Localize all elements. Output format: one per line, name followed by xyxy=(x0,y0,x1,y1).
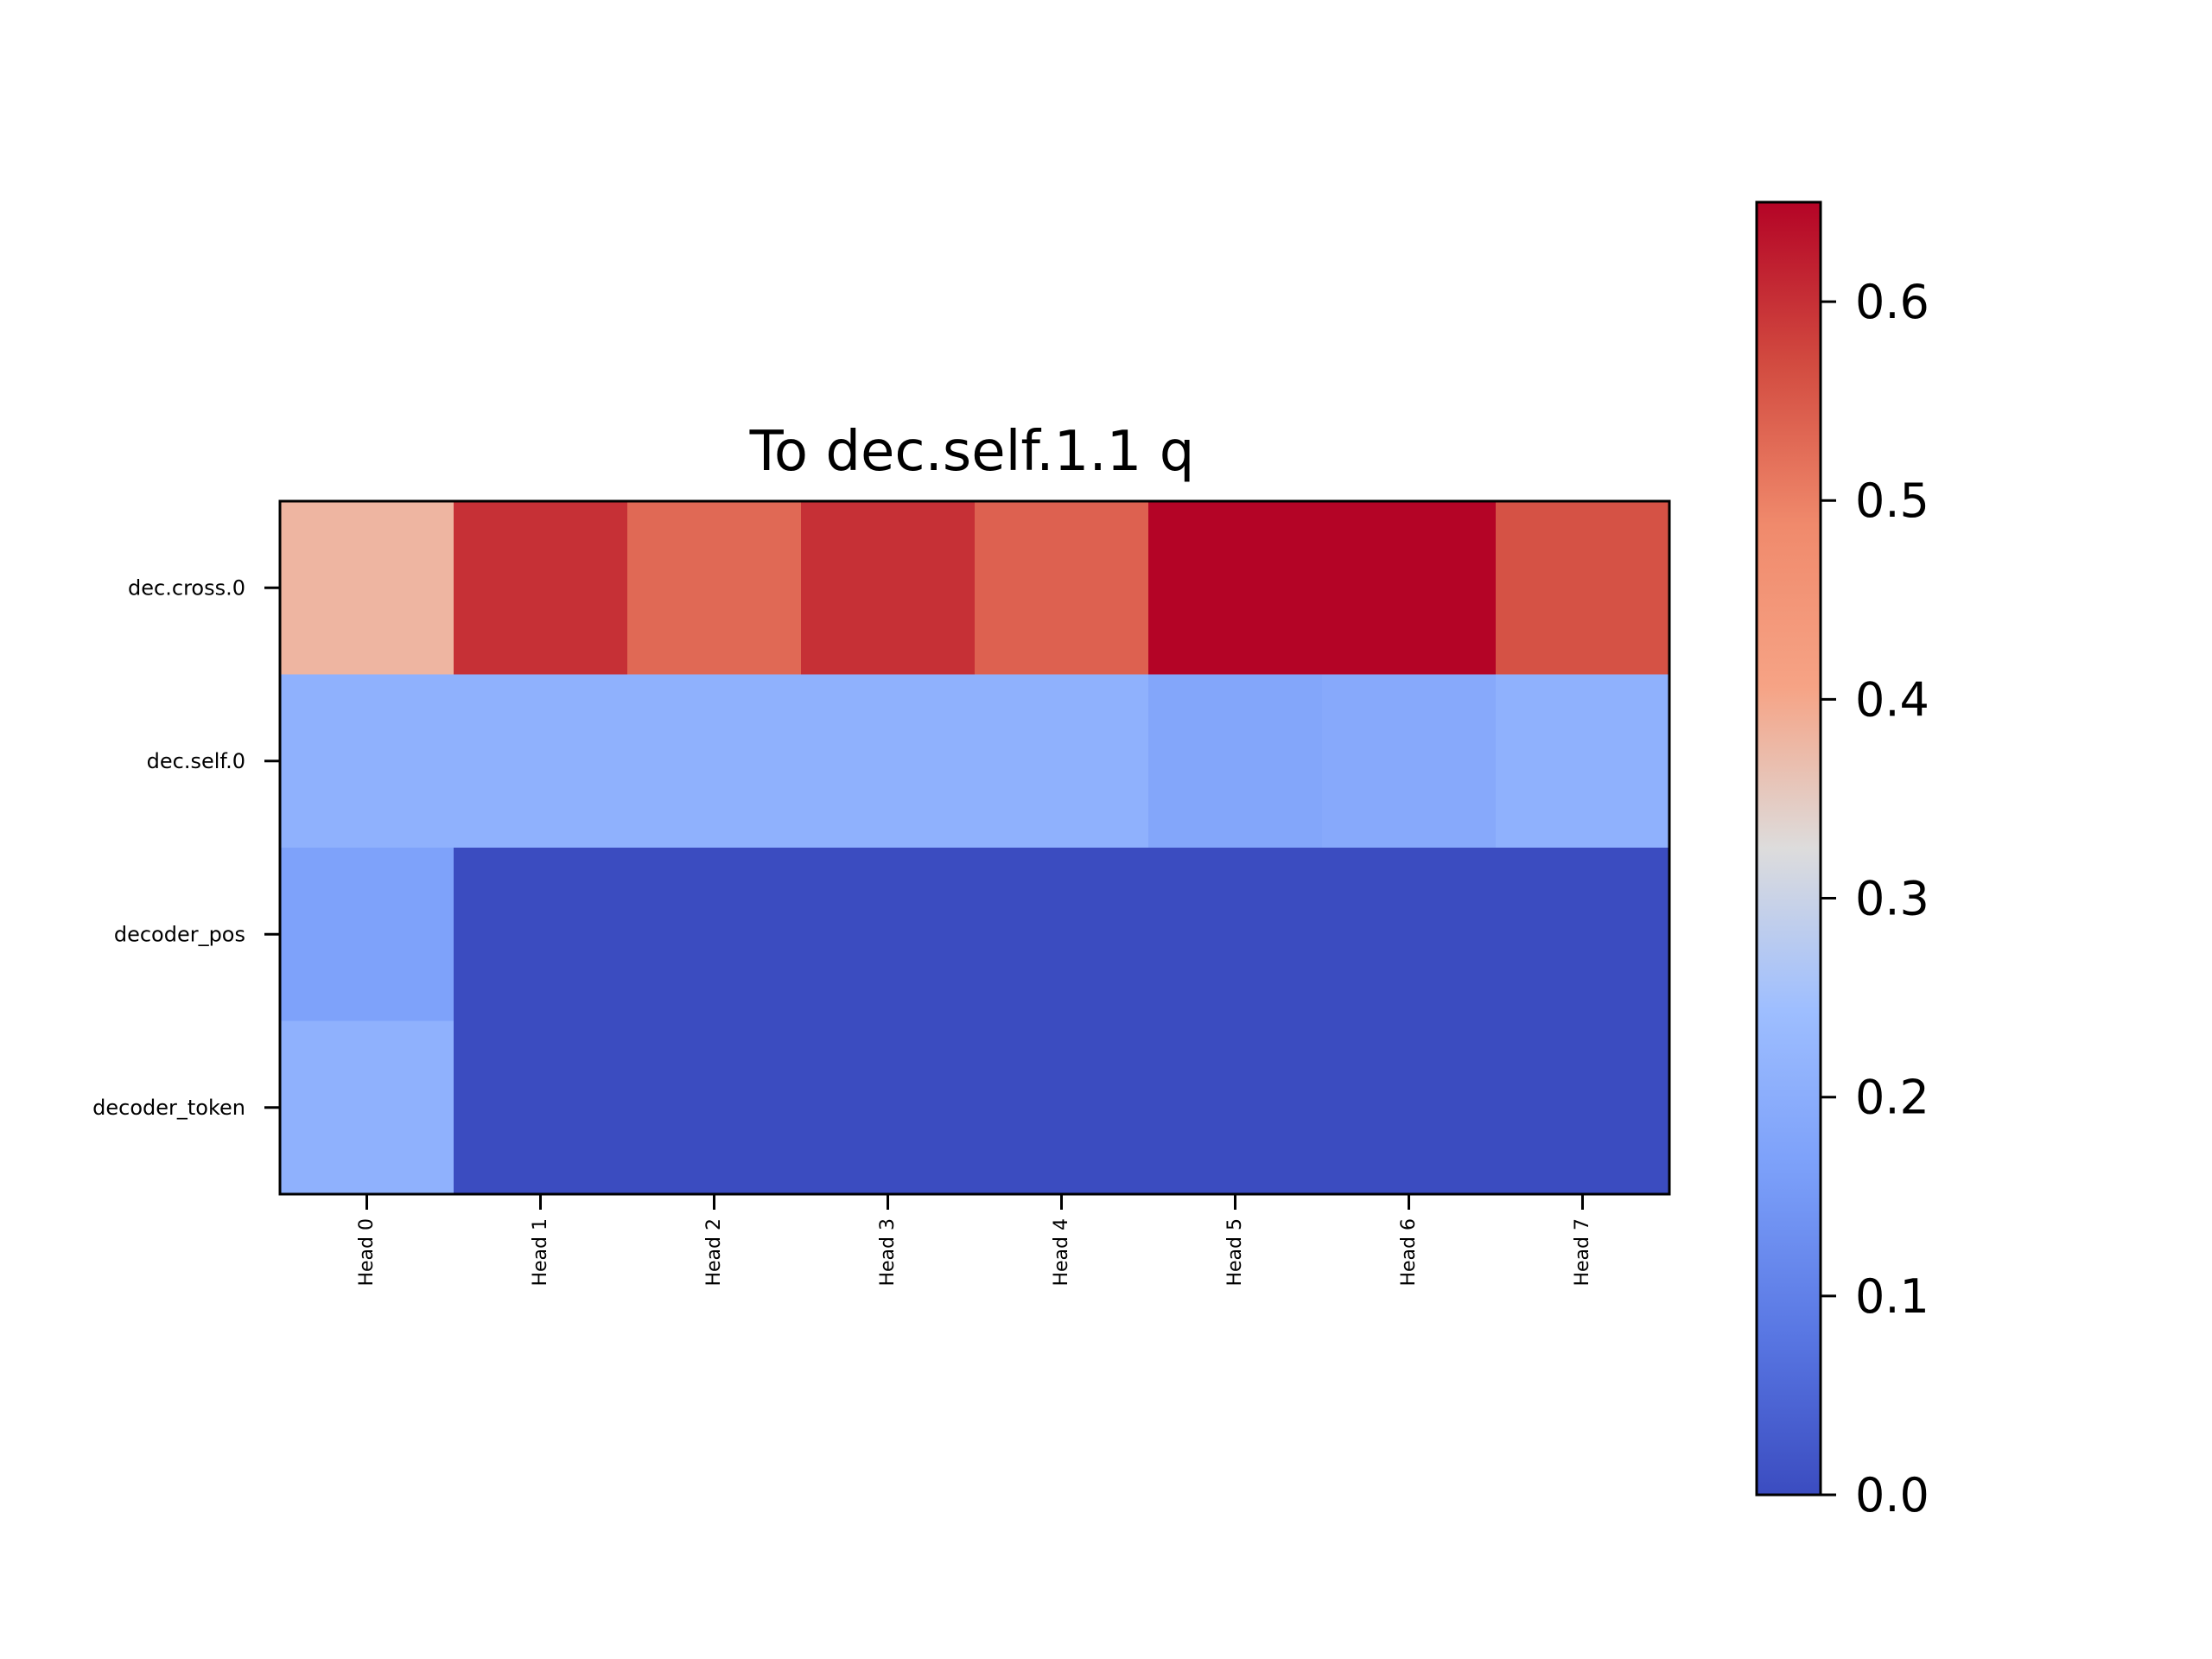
colorbar-tick-label: 0.4 xyxy=(1855,672,1929,727)
heatmap-cell xyxy=(280,674,454,849)
heatmap-cell xyxy=(1148,501,1323,675)
heatmap-cell xyxy=(454,848,628,1021)
x-tick-label: Head 5 xyxy=(1224,1218,1246,1287)
heatmap-cell xyxy=(454,674,628,849)
colorbar-tick-label: 0.1 xyxy=(1855,1269,1929,1324)
heatmap-cell xyxy=(975,1020,1149,1195)
heatmap-cell xyxy=(1148,1020,1323,1195)
heatmap-cell xyxy=(1496,1020,1670,1195)
colorbar-axis: 0.0 0.1 0.2 0.3 0.4 0.5 0.6 xyxy=(1821,275,1929,1522)
y-tick-label: dec.cross.0 xyxy=(128,575,245,600)
heatmap-cell xyxy=(975,501,1149,675)
x-tick-label: Head 2 xyxy=(703,1218,725,1287)
y-tick-label: dec.self.0 xyxy=(147,749,245,773)
heatmap-cell xyxy=(627,848,802,1021)
heatmap-cell xyxy=(801,1020,976,1195)
colorbar xyxy=(1755,200,1822,1497)
heatmap-cell xyxy=(801,501,976,675)
heatmap-cell xyxy=(1496,501,1670,675)
heatmap-cell xyxy=(1496,848,1670,1021)
heatmap-cell xyxy=(627,1020,802,1195)
heatmap-cell xyxy=(801,674,976,849)
y-axis: dec.cross.0 dec.self.0 decoder_pos decoder_… xyxy=(92,575,280,1120)
x-tick-label: Head 6 xyxy=(1398,1218,1420,1287)
heatmap-cell xyxy=(975,674,1149,849)
heatmap-cell xyxy=(1322,1020,1497,1195)
heatmap-cell xyxy=(975,848,1149,1021)
x-tick-label: Head 0 xyxy=(356,1218,378,1287)
colorbar-tick-label: 0.3 xyxy=(1855,872,1929,926)
x-tick-label: Head 7 xyxy=(1572,1218,1593,1287)
heatmap-cell xyxy=(1322,848,1497,1021)
heatmap-cell xyxy=(627,501,802,675)
heatmap-cell xyxy=(280,848,454,1021)
x-axis: Head 0 Head 1 Head 2 Head 3 Head 4 Head 5 Head… xyxy=(356,1194,1593,1287)
x-tick-label: Head 3 xyxy=(877,1218,899,1287)
heatmap-cell xyxy=(1322,501,1497,675)
heatmap-cell xyxy=(454,1020,628,1195)
heatmap-cell xyxy=(1496,674,1670,849)
heatmap-cell xyxy=(1148,848,1323,1021)
x-tick-label: Head 4 xyxy=(1051,1218,1072,1287)
colorbar-tick-label: 0.5 xyxy=(1855,474,1929,528)
heatmap-cell xyxy=(1148,674,1323,849)
plot-frame xyxy=(278,499,1671,1196)
chart-title: To dec.self.1.1 q xyxy=(749,420,1195,484)
heatmap-cells xyxy=(280,501,1670,1195)
heatmap-cell xyxy=(454,501,628,675)
y-tick-label: decoder_token xyxy=(92,1096,245,1120)
heatmap-cell xyxy=(1322,674,1497,849)
heatmap-cell xyxy=(627,674,802,849)
heatmap-cell xyxy=(280,1020,454,1195)
x-tick-label: Head 1 xyxy=(530,1218,551,1287)
heatmap-cell xyxy=(801,848,976,1021)
heatmap-cell xyxy=(280,501,454,675)
colorbar-tick-label: 0.0 xyxy=(1855,1468,1929,1522)
y-tick-label: decoder_pos xyxy=(114,922,245,946)
colorbar-tick-label: 0.6 xyxy=(1855,275,1929,329)
colorbar-tick-label: 0.2 xyxy=(1855,1071,1929,1125)
